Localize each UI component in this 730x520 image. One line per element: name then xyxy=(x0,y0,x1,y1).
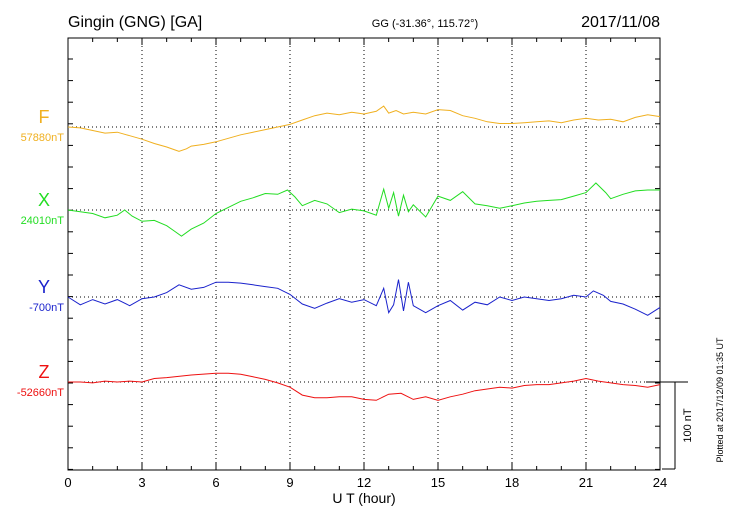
scale-bar-label: 100 nT xyxy=(682,408,694,443)
component-name-f: F xyxy=(39,107,50,127)
component-baseline-x: 24010nT xyxy=(21,215,65,227)
trace-f xyxy=(67,105,661,152)
scale-bar: 100 nT xyxy=(646,381,694,470)
component-baseline-z: -52660nT xyxy=(17,387,64,399)
trace-y xyxy=(67,279,661,316)
x-tick-label: 6 xyxy=(212,475,219,490)
trace-z xyxy=(68,372,661,401)
station-title: Gingin (GNG) [GA] xyxy=(68,14,202,31)
x-tick-label: 21 xyxy=(579,475,593,490)
x-tick-label: 12 xyxy=(357,475,371,490)
component-name-z: Z xyxy=(39,362,50,382)
component-baseline-f: 57880nT xyxy=(21,132,65,144)
x-tick-label: 0 xyxy=(64,475,71,490)
x-tick-label: 3 xyxy=(138,475,145,490)
x-tick-label: 18 xyxy=(505,475,519,490)
grid-lines xyxy=(68,38,660,470)
component-baseline-y: -700nT xyxy=(29,302,64,314)
x-tick-label: 9 xyxy=(286,475,293,490)
x-axis-label: U T (hour) xyxy=(332,490,395,506)
station-coords: GG (-31.36°, 115.72°) xyxy=(372,18,478,30)
component-labels: F 57880nT X 24010nT Y -700nT Z -52660nT xyxy=(17,107,64,399)
component-name-y: Y xyxy=(38,277,50,297)
x-axis-ticks: 0 3 6 9 12 15 18 21 24 xyxy=(64,38,667,490)
component-name-x: X xyxy=(38,190,50,210)
trace-x xyxy=(67,182,660,237)
x-tick-label: 15 xyxy=(431,475,445,490)
plot-date: 2017/11/08 xyxy=(581,14,660,31)
traces xyxy=(67,105,661,401)
x-tick-label: 24 xyxy=(653,475,667,490)
plotted-at: Plotted at 2017/12/09 01:35 UT xyxy=(715,337,725,463)
